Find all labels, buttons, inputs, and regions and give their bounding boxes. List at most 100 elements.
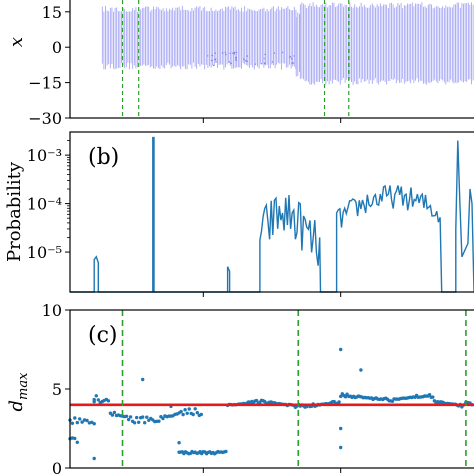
y-tick-label: 10⁻³ [27, 146, 62, 165]
data-point [185, 411, 189, 415]
data-point [289, 56, 291, 58]
data-point [243, 58, 245, 60]
data-point [75, 440, 80, 444]
data-point [181, 412, 185, 417]
y-tick-label: 15 [42, 3, 62, 22]
data-point [246, 60, 248, 62]
data-point [73, 416, 77, 420]
data-point [92, 456, 96, 461]
data-point [179, 409, 183, 414]
data-point [124, 414, 129, 418]
data-point [224, 449, 228, 454]
data-point [292, 62, 294, 64]
data-point [263, 57, 265, 60]
data-point [228, 61, 230, 63]
data-point [225, 53, 227, 56]
y-tick-label: 0 [52, 459, 62, 474]
data-point [291, 58, 293, 60]
data-point [339, 426, 343, 431]
data-point [157, 419, 161, 423]
y-tick-label: −30 [28, 109, 62, 128]
data-point [263, 62, 265, 64]
data-point [229, 52, 231, 54]
data-point [177, 441, 181, 445]
y-axis-label-subscript: max [16, 372, 31, 400]
data-point [343, 395, 348, 399]
data-point [128, 415, 133, 419]
data-point [221, 52, 224, 54]
data-point [337, 400, 341, 404]
axes-frame [69, 309, 474, 469]
data-point [75, 420, 80, 425]
data-point [235, 56, 237, 58]
data-point [232, 52, 234, 54]
data-point [431, 395, 435, 399]
data-point [244, 60, 247, 62]
data-point [70, 421, 75, 425]
data-point [183, 408, 187, 412]
data-point [78, 417, 82, 421]
data-point [85, 418, 89, 423]
panel-b: 10⁻⁵ 10⁻⁴ 10⁻³ (b) Probability [4, 131, 474, 297]
data-point [212, 64, 215, 67]
y-tick-label: −15 [28, 74, 62, 93]
y-tick-label: 10⁻⁴ [27, 195, 62, 214]
data-point [215, 61, 217, 63]
data-point [235, 58, 237, 60]
panel-c: 0 5 10 (c) dmax [6, 301, 474, 474]
data-point [132, 421, 137, 425]
data-point [260, 63, 262, 65]
data-point [390, 399, 395, 403]
data-point [193, 407, 197, 411]
data-point [224, 51, 227, 53]
data-point [211, 54, 213, 57]
data-point [427, 393, 432, 397]
data-point [233, 51, 235, 54]
data-point [207, 55, 209, 57]
data-point [141, 415, 145, 419]
data-point [187, 407, 191, 411]
data-point [235, 59, 237, 62]
data-point [191, 412, 195, 417]
data-point [80, 420, 84, 424]
data-point [211, 59, 213, 62]
data-point [215, 58, 217, 60]
data-point [141, 377, 145, 382]
panel-a: −30 −15 0 15 x [6, 0, 474, 128]
data-point [339, 445, 343, 450]
y-axis-label: Probability [4, 161, 25, 262]
data-point [235, 51, 238, 54]
axes-frame [69, 131, 474, 293]
data-point [271, 61, 274, 63]
data-point [96, 398, 101, 402]
data-point [92, 399, 96, 404]
y-axis-label: dmax [6, 372, 31, 412]
data-point [135, 415, 139, 420]
data-point [290, 55, 292, 58]
data-point [126, 417, 131, 422]
data-point [112, 410, 117, 415]
y-tick-label: 5 [52, 380, 62, 399]
data-point [145, 415, 149, 419]
data-point [233, 53, 236, 55]
data-point [137, 420, 141, 424]
data-point [161, 416, 165, 421]
data-point [92, 422, 96, 426]
y-tick-label: 10 [42, 301, 62, 320]
data-point [359, 368, 363, 372]
data-point [273, 52, 276, 54]
data-point [143, 421, 147, 425]
data-point [230, 62, 232, 64]
data-point [199, 412, 203, 417]
data-point [214, 52, 217, 54]
data-point [339, 394, 343, 399]
y-tick-label: 10⁻⁵ [27, 243, 62, 262]
y-axis-label: x [6, 37, 27, 47]
data-point [106, 399, 111, 403]
data-point [254, 63, 257, 65]
panel-label: (c) [88, 323, 118, 348]
data-point [73, 436, 77, 441]
data-point [339, 347, 343, 352]
data-point [246, 55, 248, 57]
